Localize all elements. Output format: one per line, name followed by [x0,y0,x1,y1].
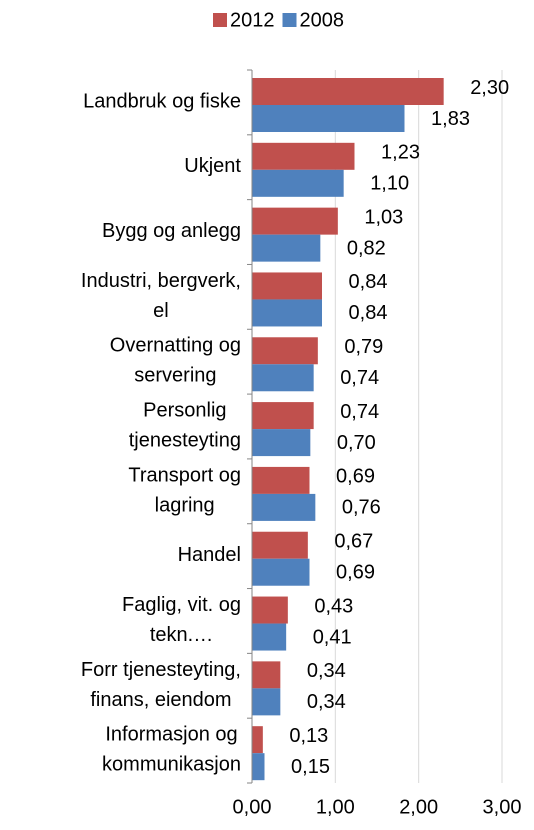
category-label: Bygg og anlegg [102,220,241,242]
bar [252,402,314,430]
category-label: Informasjon og kommunikasjon [102,724,241,776]
value-label: 0,84 [349,302,388,324]
legend-swatch [282,13,297,27]
value-label: 0,67 [334,531,373,553]
bar [252,364,314,392]
value-label: 0,15 [291,756,330,778]
category-label-line: Personlig [143,400,226,422]
bar [252,623,287,651]
category-label: Personlig tjenesteyting [129,400,241,452]
bar [252,272,322,300]
value-label: 2,30 [470,77,509,99]
category-label: Forr tjenesteyting, finans, eiendom [81,659,241,711]
bar [252,531,308,559]
value-label: 0,69 [336,562,375,584]
value-label: 0,69 [336,466,375,488]
category-label-line: Overnatting og [110,335,241,357]
bar [252,753,265,781]
bar [252,596,288,624]
category-label-line: servering [134,365,216,387]
category-label-line: lagring [155,495,215,517]
category-label: Handel [178,544,241,566]
x-tick-label: 3,00 [483,796,522,818]
category-label-line: Ukjent [184,156,241,178]
value-label: 1,83 [431,108,470,130]
value-label: 0,74 [340,401,379,423]
bar [252,429,311,457]
value-label: 0,13 [289,725,328,747]
value-label: 1,03 [364,206,403,228]
legend-swatch [213,13,227,27]
legend-label: 2012 [230,9,275,31]
value-label: 1,23 [381,142,420,164]
category-label-line: Landbruk og fiske [83,91,241,113]
bar [252,726,263,754]
value-label: 0,84 [349,271,388,293]
category-label-line: kommunikasjon [102,754,241,776]
bar [252,78,444,105]
category-label: Landbruk og fiske [83,91,241,113]
bar [252,558,310,586]
x-tick-label: 2,00 [399,796,438,818]
value-label: 0,43 [314,595,353,617]
legend-label: 2008 [300,9,345,31]
category-label: Industri, bergverk, el [81,270,241,322]
category-label-line: Faglig, vit. og [122,594,241,616]
category-label: Overnatting og servering [110,335,241,387]
bar [252,142,355,170]
category-label-line: el [153,300,169,322]
x-tick-label: 0,00 [233,796,272,818]
category-label-line: tekn.… [150,624,213,646]
category-label-line: Transport og [128,465,241,487]
value-label: 0,76 [342,497,381,519]
value-label: 0,70 [337,432,376,454]
category-label: Ukjent [184,156,241,178]
bar [252,661,281,689]
value-label: 0,74 [340,367,379,389]
bar [252,299,322,327]
bar [252,207,338,235]
category-label: Faglig, vit. og tekn.… [122,594,241,646]
category-label-line: finans, eiendom [90,689,231,711]
value-label: 0,34 [307,691,346,713]
bar [252,688,281,716]
bar [252,169,344,197]
value-label: 0,41 [313,626,352,648]
x-tick-label: 1,00 [316,796,355,818]
bar [252,466,310,494]
category-label-line: Industri, bergverk, [81,270,241,292]
category-label: Transport og lagring [128,465,241,517]
bar [252,493,316,521]
category-label-line: Informasjon og [105,724,237,746]
value-label: 0,79 [344,336,383,358]
value-label: 0,34 [307,660,346,682]
category-label-line: Forr tjenesteyting, [81,659,241,681]
category-label-line: tjenesteyting [129,430,241,452]
bar [252,105,405,132]
value-label: 0,82 [347,237,386,259]
bar [252,234,321,262]
bar [252,337,318,365]
value-label: 1,10 [370,173,409,195]
category-label-line: Bygg og anlegg [102,220,241,242]
category-label-line: Handel [178,544,241,566]
